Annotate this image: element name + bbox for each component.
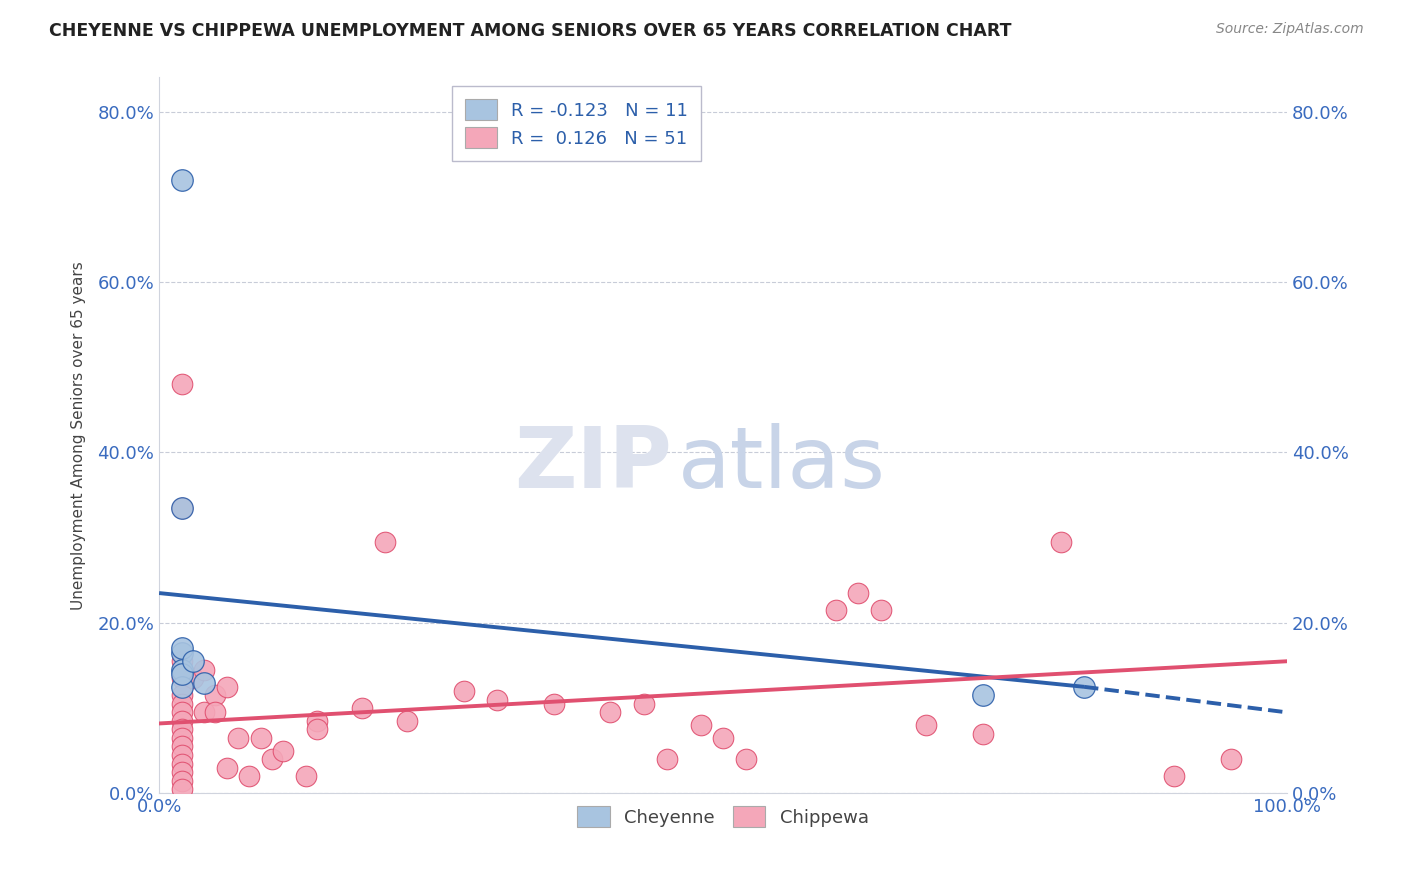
Point <box>396 714 419 728</box>
Point <box>655 752 678 766</box>
Point <box>181 654 204 668</box>
Point <box>170 646 193 660</box>
Point <box>734 752 756 766</box>
Text: Source: ZipAtlas.com: Source: ZipAtlas.com <box>1216 22 1364 37</box>
Point <box>599 706 621 720</box>
Point <box>170 739 193 754</box>
Point <box>170 773 193 788</box>
Point <box>689 718 711 732</box>
Point <box>170 641 193 656</box>
Text: CHEYENNE VS CHIPPEWA UNEMPLOYMENT AMONG SENIORS OVER 65 YEARS CORRELATION CHART: CHEYENNE VS CHIPPEWA UNEMPLOYMENT AMONG … <box>49 22 1012 40</box>
Point <box>260 752 283 766</box>
Point <box>170 697 193 711</box>
Point <box>972 727 994 741</box>
Point <box>193 706 215 720</box>
Point <box>170 671 193 685</box>
Point <box>181 671 204 685</box>
Point <box>1050 535 1073 549</box>
Point <box>170 172 193 186</box>
Text: atlas: atlas <box>678 423 886 506</box>
Point <box>170 654 193 668</box>
Point <box>193 663 215 677</box>
Point <box>170 756 193 771</box>
Point <box>633 697 655 711</box>
Point <box>170 782 193 797</box>
Point <box>870 603 893 617</box>
Point <box>1073 680 1095 694</box>
Point <box>170 500 193 515</box>
Point <box>170 680 193 694</box>
Point <box>170 689 193 703</box>
Point <box>238 769 260 783</box>
Point <box>215 680 238 694</box>
Point <box>825 603 848 617</box>
Point <box>215 761 238 775</box>
Point <box>170 765 193 780</box>
Point <box>1219 752 1241 766</box>
Point <box>271 744 294 758</box>
Point <box>915 718 938 732</box>
Point <box>352 701 374 715</box>
Point <box>543 697 565 711</box>
Point <box>972 689 994 703</box>
Point <box>193 675 215 690</box>
Point <box>170 667 193 681</box>
Point <box>170 714 193 728</box>
Y-axis label: Unemployment Among Seniors over 65 years: Unemployment Among Seniors over 65 years <box>72 261 86 610</box>
Point <box>170 377 193 392</box>
Legend: Cheyenne, Chippewa: Cheyenne, Chippewa <box>569 799 876 834</box>
Point <box>294 769 316 783</box>
Point <box>453 684 475 698</box>
Point <box>170 731 193 745</box>
Point <box>204 706 226 720</box>
Point <box>848 586 870 600</box>
Point <box>170 706 193 720</box>
Point <box>204 689 226 703</box>
Text: ZIP: ZIP <box>515 423 672 506</box>
Point <box>249 731 271 745</box>
Point <box>1163 769 1185 783</box>
Point <box>170 500 193 515</box>
Point <box>305 714 328 728</box>
Point <box>170 747 193 762</box>
Point <box>486 692 509 706</box>
Point <box>170 663 193 677</box>
Point <box>374 535 396 549</box>
Point <box>170 723 193 737</box>
Point <box>226 731 249 745</box>
Point <box>305 723 328 737</box>
Point <box>711 731 734 745</box>
